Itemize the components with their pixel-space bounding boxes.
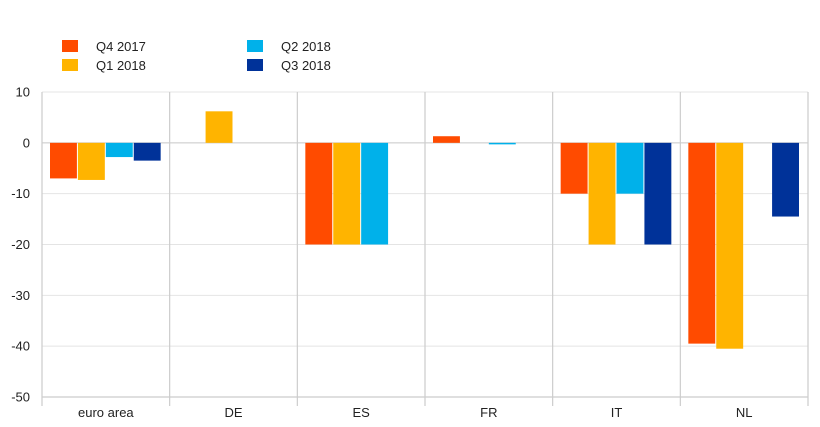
legend: Q4 2017 Q1 2018 Q2 2018 Q3 2018 bbox=[62, 39, 331, 73]
bar bbox=[644, 142, 672, 245]
y-tick-label: -40 bbox=[11, 339, 30, 354]
legend-swatch bbox=[247, 59, 263, 71]
bar bbox=[50, 142, 77, 179]
x-tick-label: NL bbox=[736, 405, 753, 420]
bar bbox=[105, 142, 133, 158]
x-tick-label: euro area bbox=[78, 405, 134, 420]
bar bbox=[361, 142, 389, 245]
legend-swatch bbox=[62, 40, 78, 52]
bar bbox=[716, 142, 744, 349]
legend-swatch bbox=[247, 40, 263, 52]
bar bbox=[616, 142, 644, 194]
bar bbox=[588, 142, 616, 245]
y-tick-label: 10 bbox=[16, 85, 30, 100]
bar bbox=[333, 142, 361, 245]
y-tick-label: -50 bbox=[11, 390, 30, 405]
y-tick-label: -30 bbox=[11, 288, 30, 303]
x-tick-label: FR bbox=[480, 405, 497, 420]
x-tick-label: IT bbox=[611, 405, 623, 420]
y-tick-label: -10 bbox=[11, 186, 30, 201]
bar bbox=[488, 142, 516, 145]
legend-swatch bbox=[62, 59, 78, 71]
bar bbox=[772, 142, 799, 217]
bar bbox=[133, 142, 161, 161]
bar bbox=[433, 136, 460, 143]
bar bbox=[77, 142, 105, 180]
bar bbox=[305, 142, 333, 245]
legend-label: Q3 2018 bbox=[281, 58, 331, 73]
category-separators bbox=[41, 92, 809, 406]
y-tick-label: 0 bbox=[23, 135, 30, 150]
legend-label: Q4 2017 bbox=[96, 39, 146, 54]
y-tick-label: -20 bbox=[11, 237, 30, 252]
bar bbox=[560, 142, 588, 194]
x-tick-label: DE bbox=[224, 405, 242, 420]
legend-label: Q2 2018 bbox=[281, 39, 331, 54]
x-tick-label: ES bbox=[352, 405, 370, 420]
bar bbox=[205, 111, 233, 143]
axis-layer: 10 0 -10 -20 -30 -40 -50 euro area DE ES FR IT NL bbox=[11, 85, 808, 420]
bars bbox=[50, 111, 799, 349]
legend-label: Q1 2018 bbox=[96, 58, 146, 73]
bar bbox=[688, 142, 716, 344]
